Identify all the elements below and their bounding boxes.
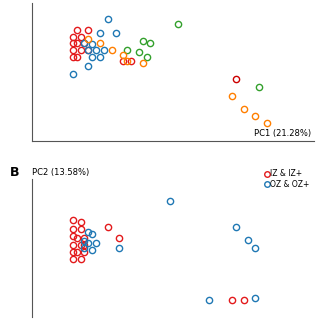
Text: B: B [10, 165, 19, 179]
Text: PC2 (13.58%): PC2 (13.58%) [32, 168, 89, 177]
Text: PC1 (21.28%): PC1 (21.28%) [254, 129, 311, 138]
Legend: IZ & IZ+, OZ & OZ+: IZ & IZ+, OZ & OZ+ [264, 169, 310, 189]
